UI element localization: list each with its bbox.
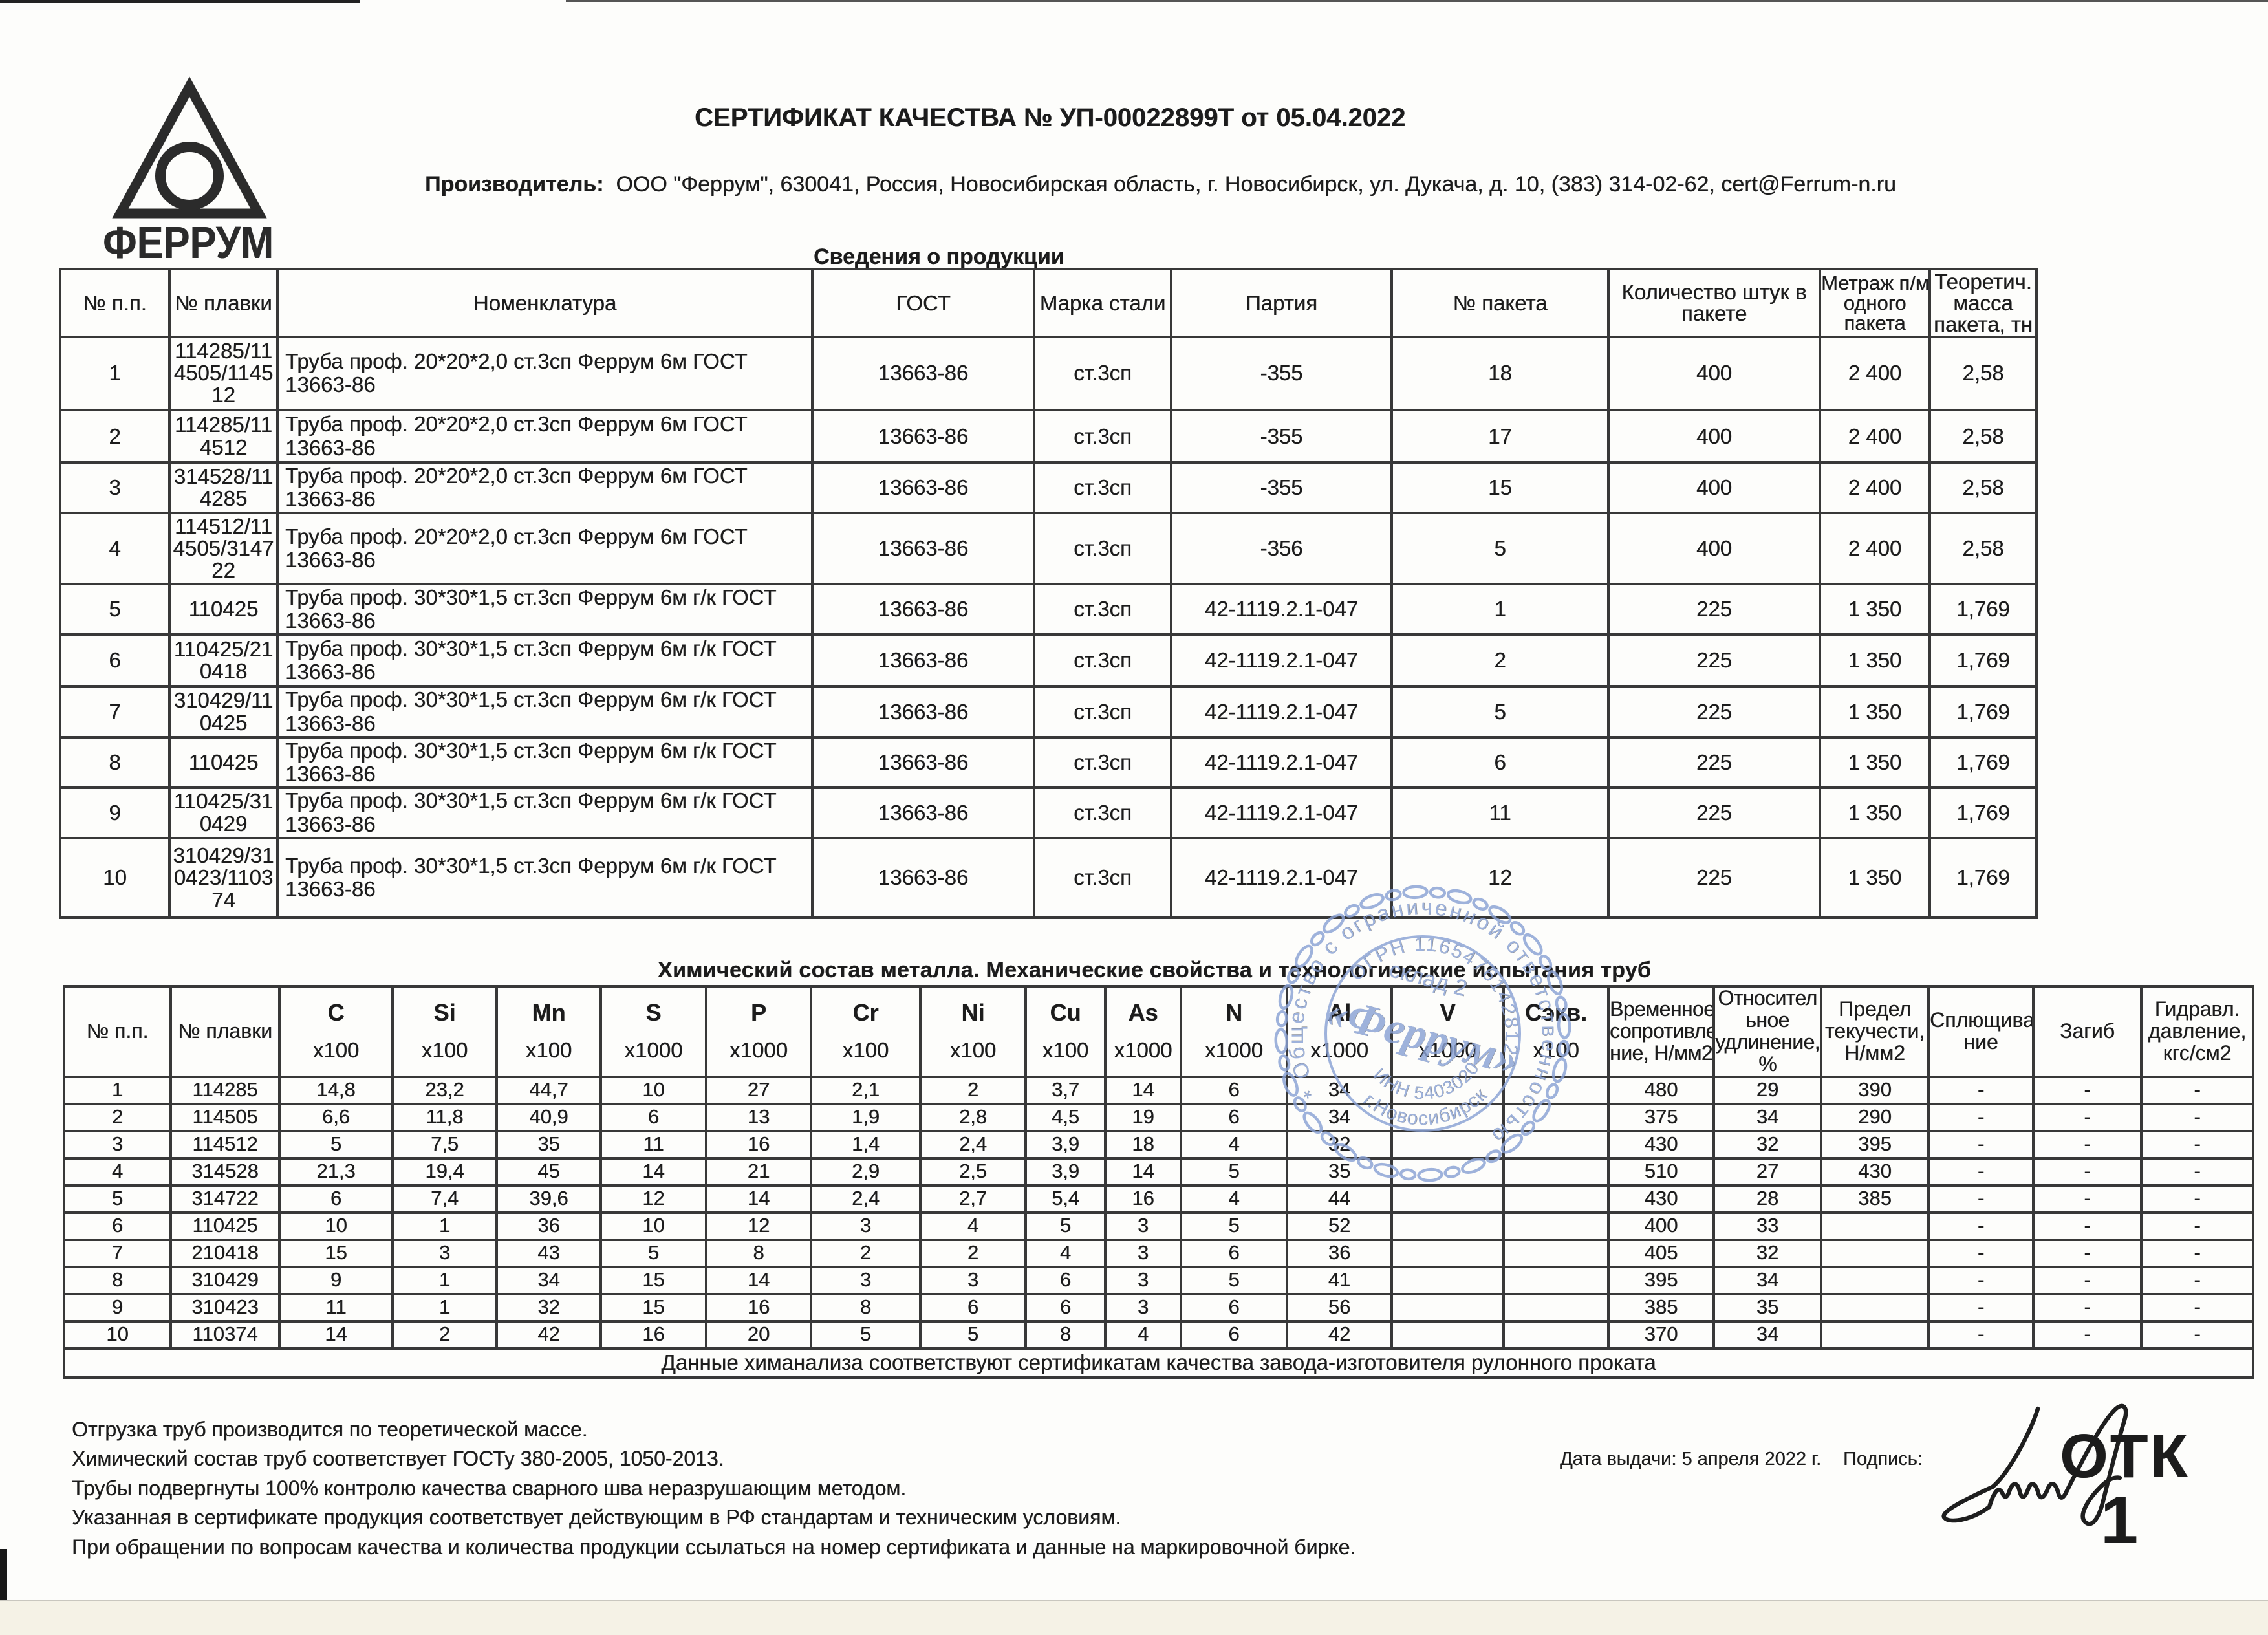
svg-text:«Феррум»: «Феррум» [1320, 986, 1524, 1085]
svg-text:ФЕРРУМ: ФЕРРУМ [103, 217, 274, 268]
svg-text:склад 2: склад 2 [1387, 957, 1470, 1001]
